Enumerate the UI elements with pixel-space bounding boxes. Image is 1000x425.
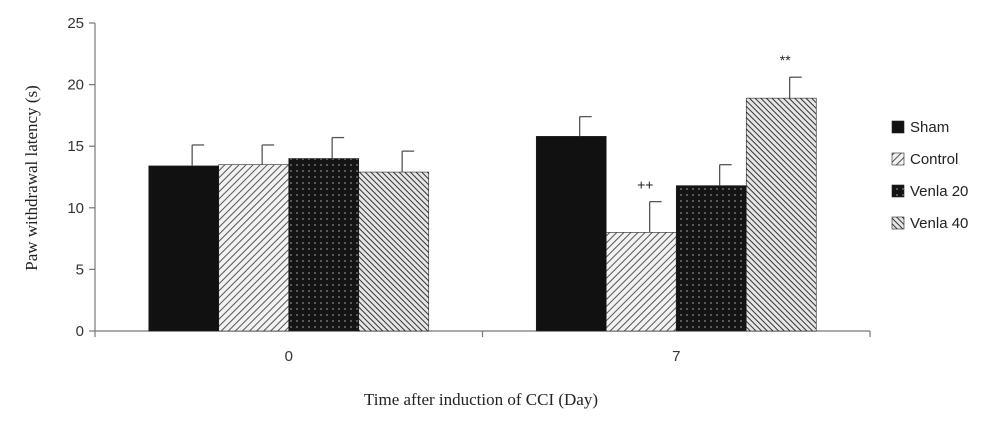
significance-marker: ++ bbox=[637, 177, 653, 193]
legend-swatch bbox=[891, 216, 905, 230]
annotations: ++ ** bbox=[637, 52, 791, 192]
bar bbox=[358, 171, 430, 332]
y-tick-label: 15 bbox=[67, 138, 84, 155]
bar bbox=[745, 97, 817, 332]
x-tick-label: 7 bbox=[672, 348, 680, 365]
legend-swatch bbox=[891, 152, 905, 166]
y-tick-label: 0 bbox=[76, 323, 84, 340]
significance-marker: ** bbox=[780, 52, 791, 68]
bar bbox=[218, 164, 290, 332]
legend-label: Control bbox=[910, 151, 958, 168]
y-tick-label: 25 bbox=[67, 15, 84, 32]
y-tick-label: 5 bbox=[76, 261, 84, 278]
bar bbox=[605, 232, 677, 332]
bar bbox=[288, 158, 360, 332]
legend-swatch bbox=[891, 120, 905, 134]
bars bbox=[148, 76, 817, 332]
y-tick-label: 10 bbox=[67, 200, 84, 217]
y-tick-label: 20 bbox=[67, 77, 84, 94]
bar bbox=[148, 165, 220, 332]
x-tick-label: 0 bbox=[285, 348, 293, 365]
y-axis: 0 5 10 15 20 25 bbox=[67, 15, 96, 340]
bar bbox=[535, 136, 607, 332]
legend-swatch bbox=[891, 184, 905, 198]
x-axis-title: Time after induction of CCI (Day) bbox=[364, 390, 598, 409]
legend-label: Venla 20 bbox=[910, 183, 968, 200]
bar bbox=[675, 185, 747, 332]
legend: Sham Control Venla 20 Venla 40 bbox=[891, 119, 968, 232]
legend-label: Venla 40 bbox=[910, 215, 968, 232]
legend-label: Sham bbox=[910, 119, 949, 136]
y-axis-title: Paw withdrawal latency (s) bbox=[22, 85, 41, 271]
